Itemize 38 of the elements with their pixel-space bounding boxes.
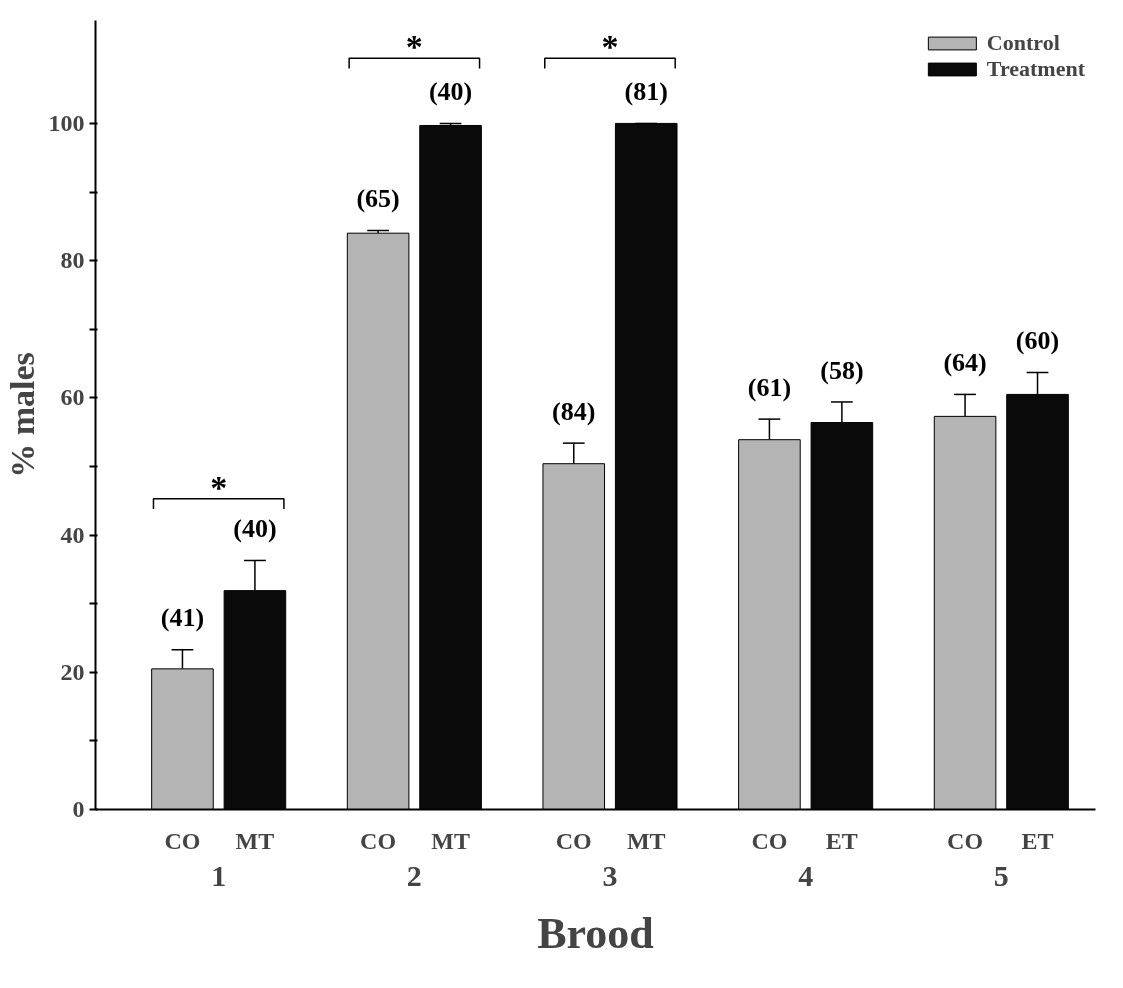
annotation: (65): [356, 184, 400, 214]
y-tick-label: 20: [60, 658, 85, 685]
annotation: (58): [820, 355, 864, 385]
y-tick-label: 80: [60, 247, 85, 274]
text: 3: [602, 858, 618, 892]
annotation: (40): [428, 77, 473, 107]
annotation: (40): [233, 514, 277, 544]
annotation: (84): [552, 396, 596, 426]
x-tick-label: MT: [235, 827, 275, 854]
text: 2: [406, 858, 422, 892]
y-tick-label: 40: [60, 521, 85, 548]
annotation: (60): [1015, 326, 1060, 356]
text: 1: [211, 858, 227, 892]
x-tick-label: ET: [825, 827, 858, 854]
text: 5: [993, 858, 1009, 892]
y-tick-label: 100: [48, 109, 85, 136]
annotation: *: [405, 28, 423, 66]
annotation: (81): [624, 77, 668, 107]
y-tick-label: 0: [72, 796, 85, 822]
x-tick-label: CO: [947, 827, 984, 854]
annotation: (64): [943, 348, 987, 378]
legend-label: Treatment: [986, 56, 1085, 82]
annotation: (61): [747, 372, 792, 402]
x-tick-label: MT: [431, 827, 470, 854]
annotation: *: [601, 28, 619, 66]
y-axis-title: % males: [3, 352, 41, 478]
x-tick-label: ET: [1021, 827, 1054, 854]
annotation: (41): [160, 603, 205, 633]
x-tick-label: CO: [360, 827, 397, 854]
y-tick-label: 60: [60, 384, 85, 411]
annotation: *: [210, 468, 228, 506]
legend-label: Control: [986, 30, 1060, 56]
x-tick-label: CO: [751, 827, 788, 854]
x-tick-label: MT: [626, 827, 666, 854]
x-axis-title: Brood: [537, 908, 654, 958]
text: 4: [798, 858, 814, 892]
x-tick-label: CO: [555, 827, 592, 854]
x-tick-label: CO: [164, 827, 201, 854]
